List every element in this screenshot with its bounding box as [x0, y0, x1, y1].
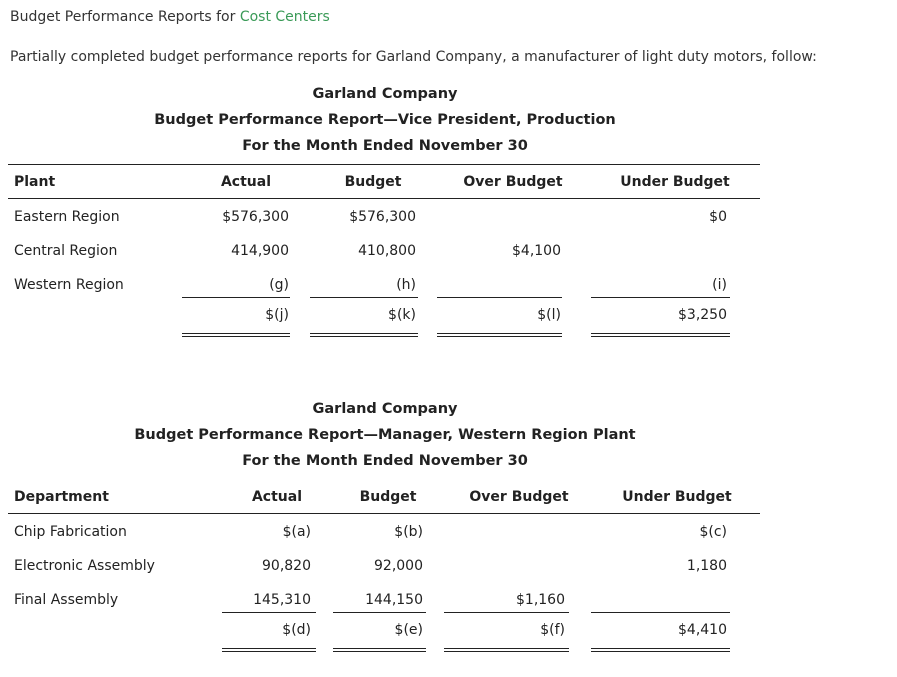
- table-cell: $0: [709, 209, 727, 225]
- column-header: Budget: [344, 174, 402, 190]
- table-cell: 90,820: [262, 558, 311, 574]
- company-name: Garland Company: [312, 86, 458, 102]
- row-label: Central Region: [14, 243, 118, 259]
- report-title: Budget Performance Report—Manager, Weste…: [134, 427, 636, 443]
- total-double-rule: [591, 648, 730, 652]
- row-label: Western Region: [14, 277, 124, 293]
- total-double-rule: [222, 648, 316, 652]
- heading-text: Budget Performance Reports for: [10, 9, 240, 25]
- report-period: For the Month Ended November 30: [242, 453, 528, 469]
- column-header: Over Budget: [469, 489, 569, 505]
- subtotal-rule: [222, 612, 316, 613]
- subtotal-rule: [182, 297, 290, 298]
- cost-centers-link[interactable]: Cost Centers: [239, 9, 330, 25]
- total-cell: $(d): [282, 622, 311, 638]
- table-cell: $1,160: [516, 592, 565, 608]
- total-cell: $(k): [388, 307, 416, 323]
- total-double-rule: [437, 333, 562, 337]
- row-label: Final Assembly: [14, 592, 119, 608]
- subtotal-rule: [437, 297, 562, 298]
- column-header: Actual: [220, 174, 272, 190]
- subtotal-rule: [444, 612, 569, 613]
- total-cell: $3,250: [678, 307, 727, 323]
- table-cell: $(a): [282, 524, 311, 540]
- total-double-rule: [310, 333, 418, 337]
- table-cell: (i): [712, 277, 727, 293]
- total-cell: $(e): [394, 622, 423, 638]
- column-header: Under Budget: [622, 489, 732, 505]
- table-cell: (g): [269, 277, 289, 293]
- table-cell: $576,300: [222, 209, 289, 225]
- total-cell: $(f): [540, 622, 565, 638]
- table-top-rule: [8, 164, 760, 165]
- table-cell: (h): [396, 277, 416, 293]
- column-header: Actual: [251, 489, 303, 505]
- table-cell: $(c): [699, 524, 727, 540]
- row-label: Chip Fabrication: [14, 524, 127, 540]
- column-header: Over Budget: [463, 174, 563, 190]
- company-name: Garland Company: [312, 401, 458, 417]
- column-header: Budget: [359, 489, 417, 505]
- table-cell: $(b): [394, 524, 423, 540]
- table-cell: 414,900: [231, 243, 289, 259]
- header-rule: [8, 513, 760, 514]
- subtotal-rule: [310, 297, 418, 298]
- table-cell: 410,800: [358, 243, 416, 259]
- report-title: Budget Performance Report—Vice President…: [154, 112, 616, 128]
- total-double-rule: [591, 333, 730, 337]
- subtotal-rule: [591, 612, 730, 613]
- subtotal-rule: [333, 612, 426, 613]
- header-rule: [8, 198, 760, 199]
- total-cell: $(j): [265, 307, 289, 323]
- intro-text: Partially completed budget performance r…: [10, 49, 817, 65]
- subtotal-rule: [591, 297, 730, 298]
- total-double-rule: [333, 648, 426, 652]
- total-cell: $4,410: [678, 622, 727, 638]
- table-cell: $4,100: [512, 243, 561, 259]
- table-cell: $576,300: [349, 209, 416, 225]
- total-double-rule: [182, 333, 290, 337]
- total-cell: $(l): [537, 307, 561, 323]
- total-double-rule: [444, 648, 569, 652]
- header-label: Department: [14, 489, 109, 505]
- table-cell: 144,150: [365, 592, 423, 608]
- section-heading: Budget Performance Reports for Cost Cent…: [10, 9, 330, 25]
- column-header: Under Budget: [620, 174, 730, 190]
- row-label: Eastern Region: [14, 209, 120, 225]
- report-period: For the Month Ended November 30: [242, 138, 528, 154]
- row-label: Electronic Assembly: [14, 558, 155, 574]
- header-label: Plant: [14, 174, 56, 190]
- table-cell: 1,180: [686, 558, 727, 574]
- table-cell: 92,000: [374, 558, 423, 574]
- table-cell: 145,310: [253, 592, 311, 608]
